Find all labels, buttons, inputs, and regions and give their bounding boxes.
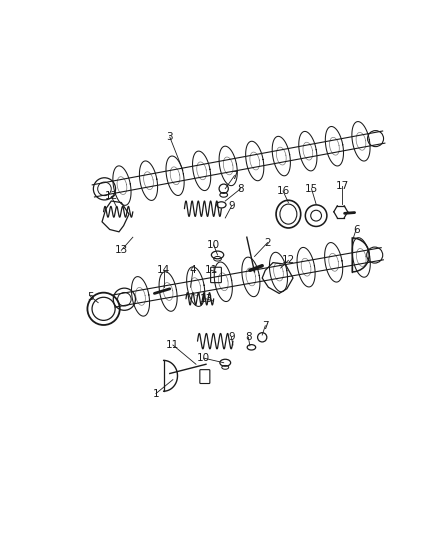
Text: 9: 9 <box>228 201 235 212</box>
Text: 10: 10 <box>197 353 210 363</box>
Text: 14: 14 <box>157 265 170 276</box>
Text: 8: 8 <box>237 184 244 193</box>
Text: 16: 16 <box>276 186 290 196</box>
Text: 13: 13 <box>115 245 128 255</box>
Text: 1: 1 <box>152 389 159 399</box>
Text: 3: 3 <box>166 132 173 142</box>
Text: 7: 7 <box>231 171 238 181</box>
Text: 12: 12 <box>105 191 118 201</box>
Text: 5: 5 <box>87 292 94 302</box>
Text: 4: 4 <box>190 265 196 276</box>
Text: 10: 10 <box>207 240 220 250</box>
Text: 11: 11 <box>166 340 180 350</box>
Text: 7: 7 <box>262 321 268 331</box>
Text: 17: 17 <box>336 181 349 191</box>
Text: 2: 2 <box>264 238 271 248</box>
Text: 9: 9 <box>228 332 235 342</box>
Text: 15: 15 <box>305 184 318 193</box>
Text: 12: 12 <box>282 255 295 265</box>
Text: 13: 13 <box>199 294 212 304</box>
Text: 6: 6 <box>353 224 360 235</box>
Text: 11: 11 <box>205 265 218 276</box>
Text: 8: 8 <box>245 332 252 342</box>
